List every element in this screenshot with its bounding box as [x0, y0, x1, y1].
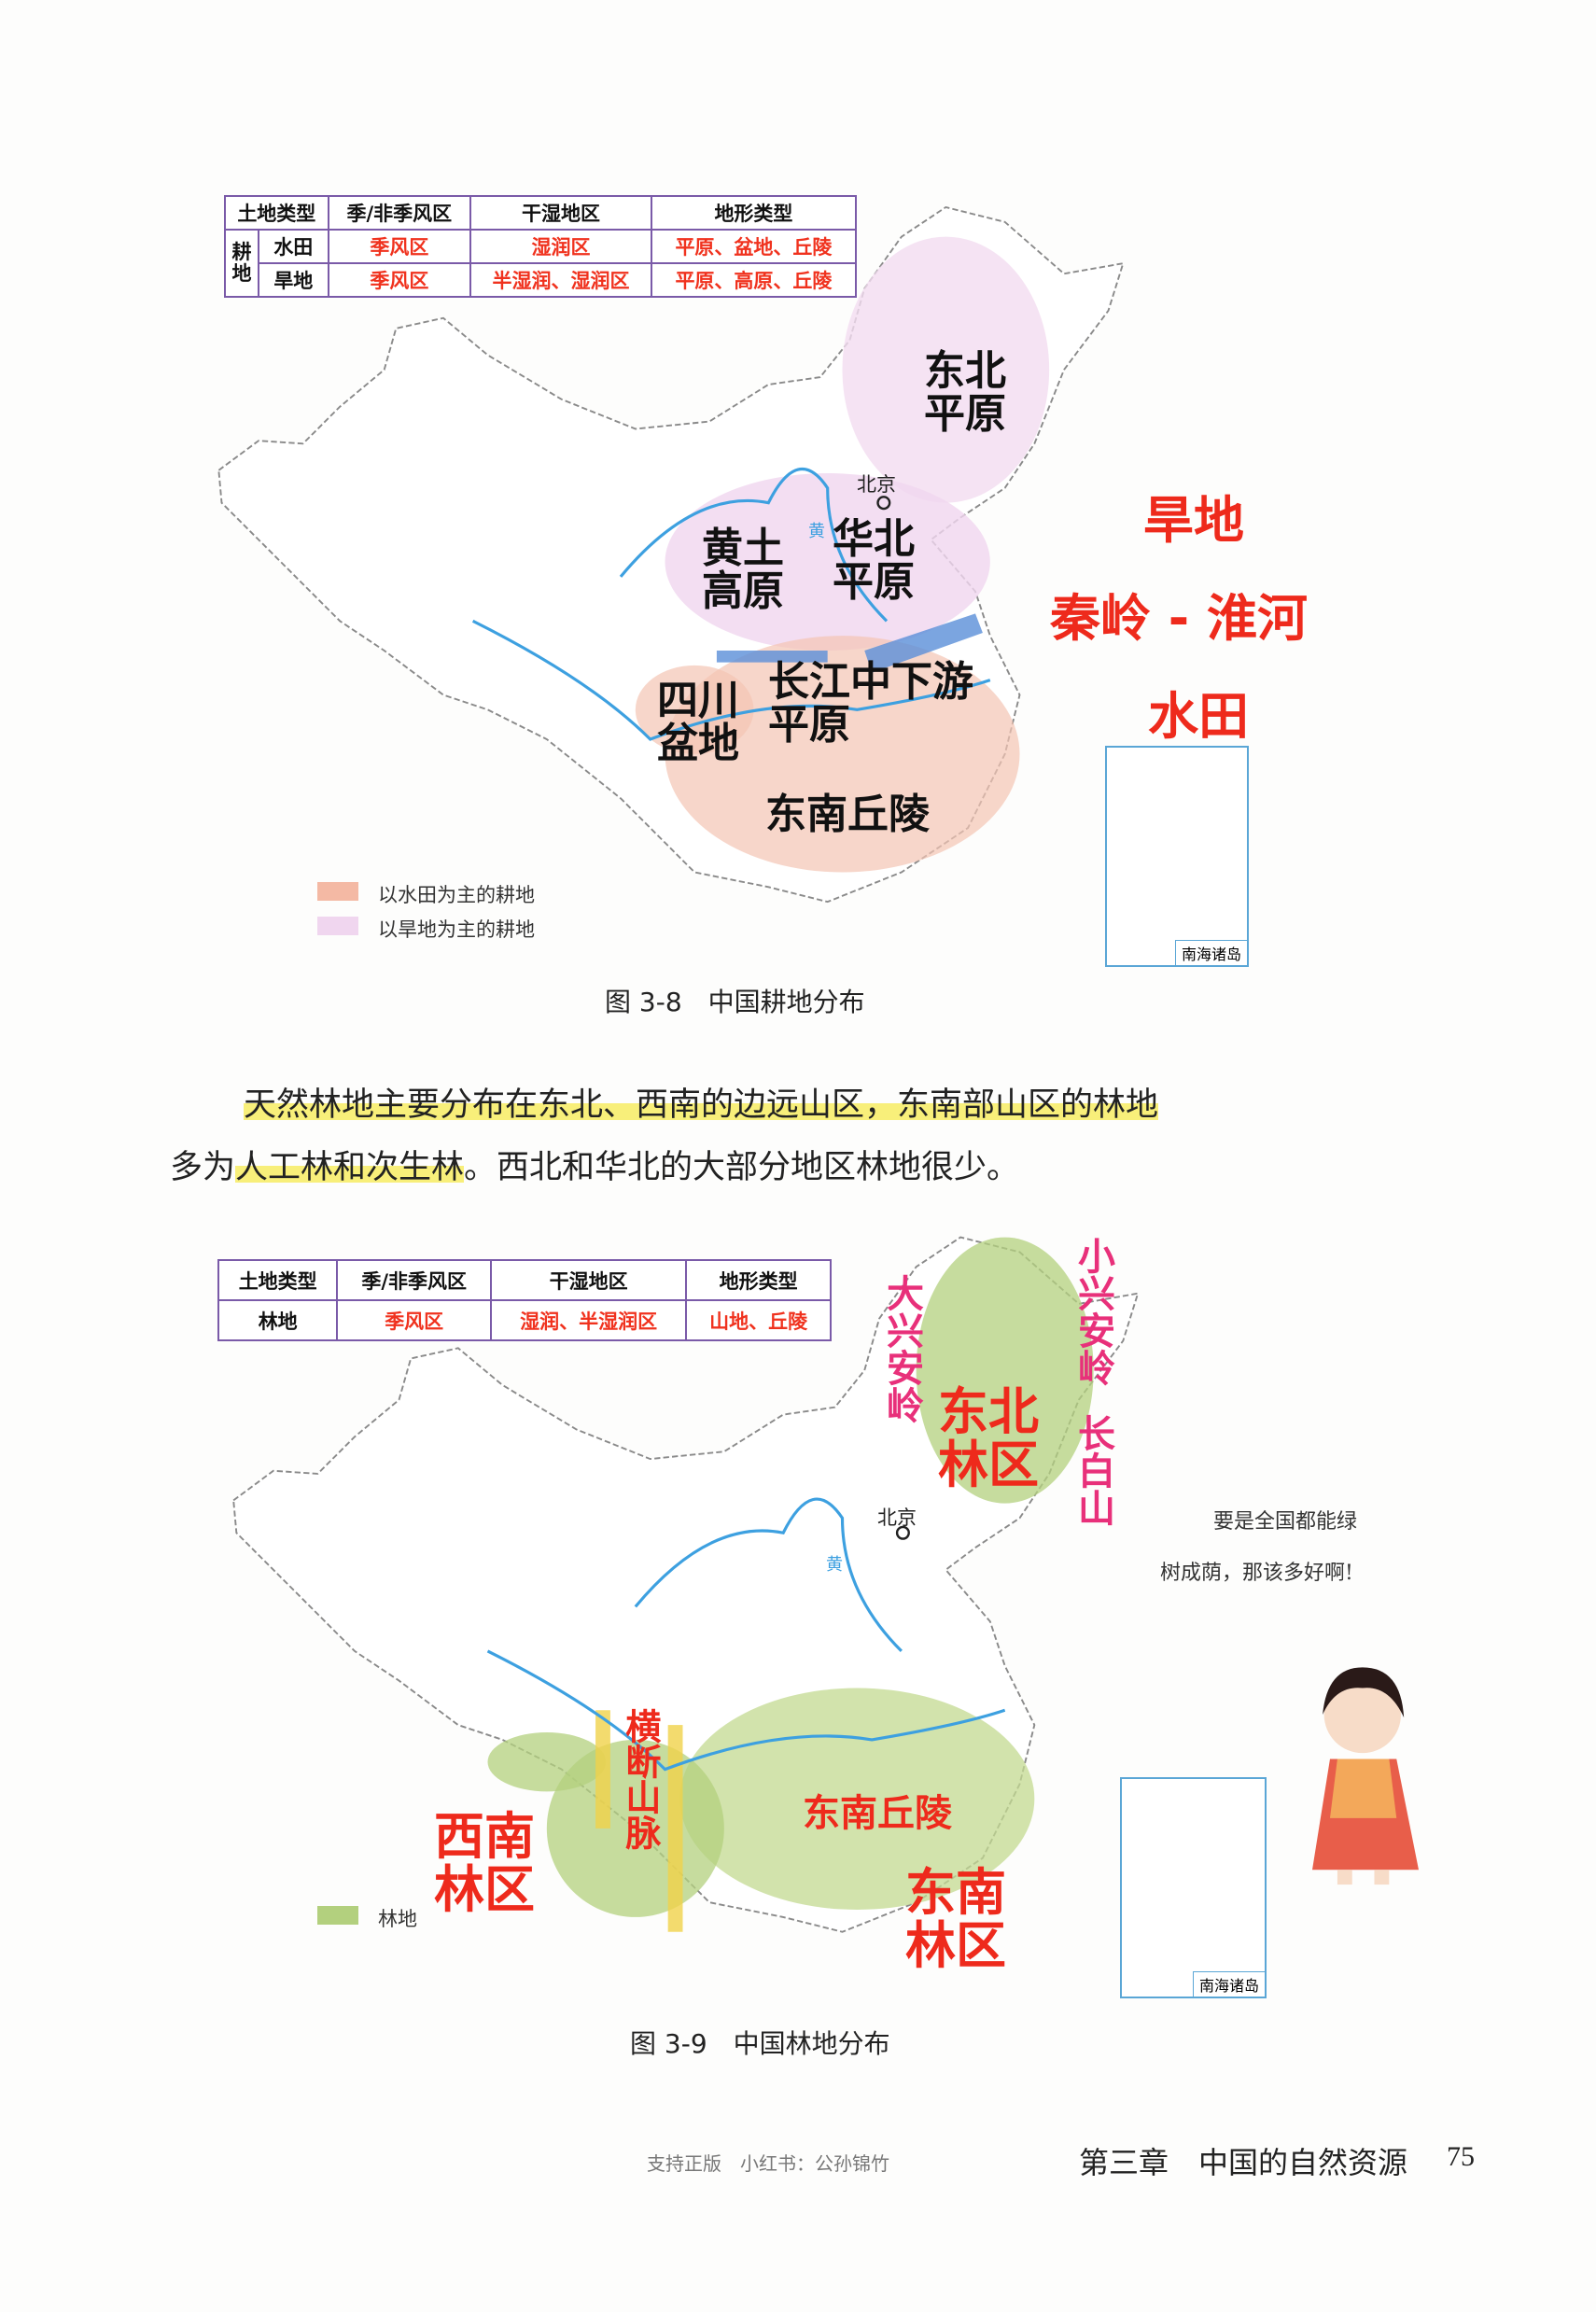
river-label: 黄	[808, 522, 825, 541]
legend-swatch-forest	[317, 1906, 358, 1925]
inset-label: 南海诸岛	[1174, 940, 1247, 965]
cell-type: 林地	[217, 1299, 339, 1341]
annotation-northeast-forest: 东北林区	[938, 1382, 1039, 1494]
header-terrain: 地形类型	[685, 1259, 832, 1301]
highlighted-text: 天然林地主要分布在东北、西南的边远山区，东南部山区的林地	[244, 1086, 1159, 1124]
header-terrain: 地形类型	[650, 195, 858, 231]
forest-map	[232, 1236, 1140, 1933]
header-monsoon: 季/非季风区	[336, 1259, 493, 1301]
cell-humidity: 半湿润、湿润区	[469, 262, 652, 298]
cell-humidity: 湿润区	[469, 229, 652, 264]
header-monsoon: 季/非季风区	[327, 195, 472, 231]
legend-swatch-dryland	[317, 917, 358, 935]
annotation-changbai-mountain: 长白山	[1071, 1414, 1114, 1526]
header-humidity: 干湿地区	[490, 1259, 688, 1301]
annotation-paddy: 水田	[1148, 687, 1249, 746]
south-china-sea-inset: 南海诸岛	[1120, 1777, 1267, 1998]
annotation-southwest-forest: 西南林区	[434, 1807, 535, 1919]
city-label-beijing: 北京	[877, 1506, 917, 1529]
annotation-loess-plateau: 黄土高原	[702, 525, 784, 616]
legend-swatch-paddy	[317, 882, 358, 901]
river-label: 黄	[826, 1555, 843, 1575]
cell-terrain: 山地、丘陵	[685, 1299, 832, 1341]
table-row: 耕地 水田 季风区 湿润区 平原、盆地、丘陵	[224, 229, 858, 298]
cropland-map	[217, 206, 1125, 904]
cell-humidity: 湿润、半湿润区	[490, 1299, 688, 1341]
figure-caption: 图 3-8 中国耕地分布	[605, 987, 865, 1017]
annotation-greater-khingan: 大兴安岭	[880, 1274, 923, 1423]
table-row: 旱地 季风区 半湿润、湿润区 平原、高原、丘陵	[225, 262, 858, 298]
inset-label: 南海诸岛	[1192, 1971, 1265, 1997]
annotation-southeast-hills: 东南丘陵	[803, 1792, 952, 1835]
table-row: 林地 季风区 湿润、半湿润区 山地、丘陵	[217, 1299, 832, 1341]
cropland-table: 土地类型 季/非季风区 干湿地区 地形类型 耕地 水田 季风区 湿润区 平原、盆…	[224, 195, 858, 298]
watermark: 支持正版 小红书：公孙锦竹	[647, 2152, 889, 2175]
annotation-northeast-plain: 东北平原	[924, 347, 1006, 439]
south-china-sea-inset: 南海诸岛	[1105, 746, 1249, 967]
legend-label-paddy: 以水田为主的耕地	[378, 884, 535, 906]
city-label-beijing: 北京	[857, 473, 896, 496]
paragraph-line-1: 天然林地主要分布在东北、西南的边远山区，东南部山区的林地	[244, 1078, 1159, 1126]
cell-monsoon: 季风区	[327, 262, 472, 298]
annotation-southeast-forest: 东南林区	[905, 1863, 1006, 1975]
forest-table: 土地类型 季/非季风区 干湿地区 地形类型 林地 季风区 湿润、半湿润区 山地、…	[217, 1259, 832, 1341]
cell-terrain: 平原、盆地、丘陵	[650, 229, 858, 264]
paragraph-line-2: 多为人工林和次生林。西北和华北的大部分地区林地很少。	[170, 1141, 1019, 1188]
cell-terrain: 平原、高原、丘陵	[650, 262, 858, 298]
cell-type: 水田	[258, 229, 329, 264]
header-land-type: 土地类型	[217, 1259, 339, 1301]
annotation-lesser-khingan: 小兴安岭	[1071, 1237, 1114, 1386]
annotation-dryland: 旱地	[1143, 491, 1244, 550]
highlighted-text: 人工林和次生林	[235, 1149, 465, 1186]
legend-label-forest: 林地	[378, 1908, 417, 1930]
annotation-north-china-plain: 华北平原	[833, 515, 915, 607]
girl-illustration	[1312, 1667, 1419, 1885]
header-humidity: 干湿地区	[469, 195, 652, 231]
page-number: 75	[1447, 2141, 1475, 2172]
chapter-title: 第三章 中国的自然资源	[1079, 2145, 1408, 2180]
cell-type: 旱地	[258, 262, 329, 298]
annotation-hengduan-mountains: 横断山脉	[619, 1708, 661, 1850]
speech-line-1: 要是全国都能绿	[1213, 1510, 1358, 1534]
figure-caption: 图 3-9 中国林地分布	[630, 2028, 890, 2059]
group-label: 耕地	[224, 229, 259, 298]
cell-monsoon: 季风区	[327, 229, 472, 264]
annotation-yangtze-plain: 长江中下游平原	[768, 658, 973, 750]
header-land-type: 土地类型	[224, 195, 329, 231]
cell-monsoon: 季风区	[336, 1299, 493, 1341]
speech-line-2: 树成荫，那该多好啊!	[1160, 1562, 1353, 1585]
text: 。西北和华北的大部分地区林地很少。	[464, 1149, 1020, 1186]
annotation-southeast-hills: 东南丘陵	[765, 791, 930, 838]
annotation-sichuan-basin: 四川盆地	[657, 677, 739, 768]
text: 多为	[170, 1149, 236, 1186]
annotation-qinling-huaihe: 秦岭 - 淮河	[1050, 589, 1309, 648]
legend-label-dryland: 以旱地为主的耕地	[378, 918, 535, 941]
